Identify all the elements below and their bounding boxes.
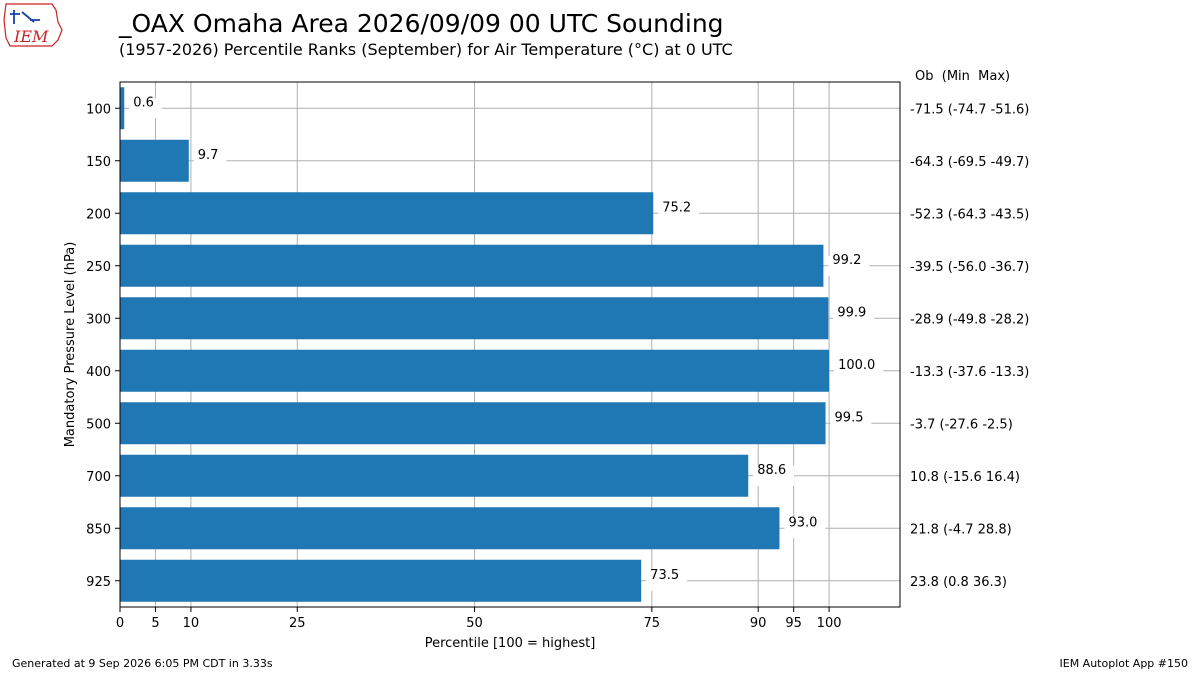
value-label: 88.6 [757, 463, 786, 478]
value-label-bg [828, 255, 870, 276]
right-label: -52.3 (-64.3 -43.5) [910, 207, 1029, 222]
y-tick-label: 850 [86, 522, 111, 537]
x-tick-label: 10 [183, 616, 200, 631]
labels: 0 5 10 25 50 75 90 95 100 100 150 200 250 300 400 500 70… [86, 95, 1066, 631]
right-label: 23.8 (0.8 36.3) [910, 575, 1007, 590]
value-label: 100.0 [838, 358, 875, 373]
value-label-bg [784, 518, 826, 539]
y-tick-label: 100 [86, 102, 111, 117]
y-tick-label: 500 [86, 417, 111, 432]
value-label: 0.6 [133, 95, 154, 110]
y-tick-label: 700 [86, 470, 111, 485]
value-label-bg [833, 308, 875, 329]
iem-logo: IEM [3, 3, 63, 47]
y-tick-label: 300 [86, 312, 111, 327]
bar [120, 402, 826, 445]
right-label-bg [904, 308, 1066, 329]
bar [120, 297, 829, 340]
y-tick-label: 150 [86, 155, 111, 170]
value-label-bg [646, 570, 687, 591]
right-label-bg [904, 255, 1066, 276]
x-tick-label: 25 [289, 616, 306, 631]
x-axis-label: Percentile [100 = highest] [425, 636, 596, 651]
value-label-bg [129, 98, 162, 119]
x-tick-label: 5 [151, 616, 159, 631]
value-label: 75.2 [662, 200, 691, 215]
value-label: 9.7 [198, 148, 219, 163]
value-label-bg [834, 360, 884, 381]
right-label-bg [904, 203, 1066, 224]
bar [120, 192, 654, 235]
x-tick-label: 0 [116, 616, 124, 631]
value-label: 99.9 [837, 305, 866, 320]
x-tick-label: 75 [644, 616, 661, 631]
bar [120, 507, 780, 550]
right-label: 10.8 (-15.6 16.4) [910, 470, 1020, 485]
right-label: -39.5 (-56.0 -36.7) [910, 260, 1029, 275]
value-label-bg [193, 150, 227, 171]
right-label: -64.3 (-69.5 -49.7) [910, 155, 1029, 170]
bar [120, 559, 642, 602]
right-label: -71.5 (-74.7 -51.6) [910, 102, 1029, 117]
right-label-bg [904, 360, 1066, 381]
chart-title: _OAX Omaha Area 2026/09/09 00 UTC Soundi… [119, 9, 724, 38]
right-label: -3.7 (-27.6 -2.5) [910, 417, 1013, 432]
x-tick-label: 100 [817, 616, 842, 631]
bar [120, 87, 125, 130]
y-tick-label: 250 [86, 260, 111, 275]
right-label-bg [904, 98, 1066, 119]
right-column-header: Ob (Min Max) [915, 69, 1010, 84]
right-label-bg [904, 465, 1050, 486]
value-label: 99.5 [835, 410, 864, 425]
bar [120, 139, 189, 182]
right-label: -13.3 (-37.6 -13.3) [910, 365, 1029, 380]
right-label-bg [904, 150, 1066, 171]
right-label-bg [904, 570, 1034, 591]
bar [120, 349, 830, 392]
right-label: 21.8 (-4.7 28.8) [910, 522, 1012, 537]
bar [120, 454, 749, 497]
value-label-bg [658, 203, 700, 224]
y-axis-label: Mandatory Pressure Level (hPa) [63, 242, 78, 448]
app-footer: IEM Autoplot App #150 [1059, 657, 1189, 670]
right-label-bg [904, 413, 1050, 434]
generated-footer: Generated at 9 Sep 2026 6:05 PM CDT in 3… [12, 657, 273, 670]
x-tick-label: 50 [466, 616, 483, 631]
value-label: 93.0 [788, 515, 817, 530]
right-label: -28.9 (-49.8 -28.2) [910, 312, 1029, 327]
value-label-bg [830, 413, 872, 434]
y-tick-label: 400 [86, 365, 111, 380]
y-tick-label: 925 [86, 575, 111, 590]
right-label-bg [904, 518, 1042, 539]
bars [120, 87, 830, 602]
bar [120, 244, 824, 287]
value-label: 99.2 [832, 253, 861, 268]
value-label-bg [753, 465, 795, 486]
chart-subtitle: (1957-2026) Percentile Ranks (September)… [119, 40, 733, 59]
value-label: 73.5 [650, 568, 679, 583]
plot-frame [119, 81, 901, 608]
x-tick-label: 90 [750, 616, 767, 631]
y-tick-label: 200 [86, 207, 111, 222]
logo-text: IEM [13, 27, 49, 46]
x-tick-label: 95 [785, 616, 802, 631]
